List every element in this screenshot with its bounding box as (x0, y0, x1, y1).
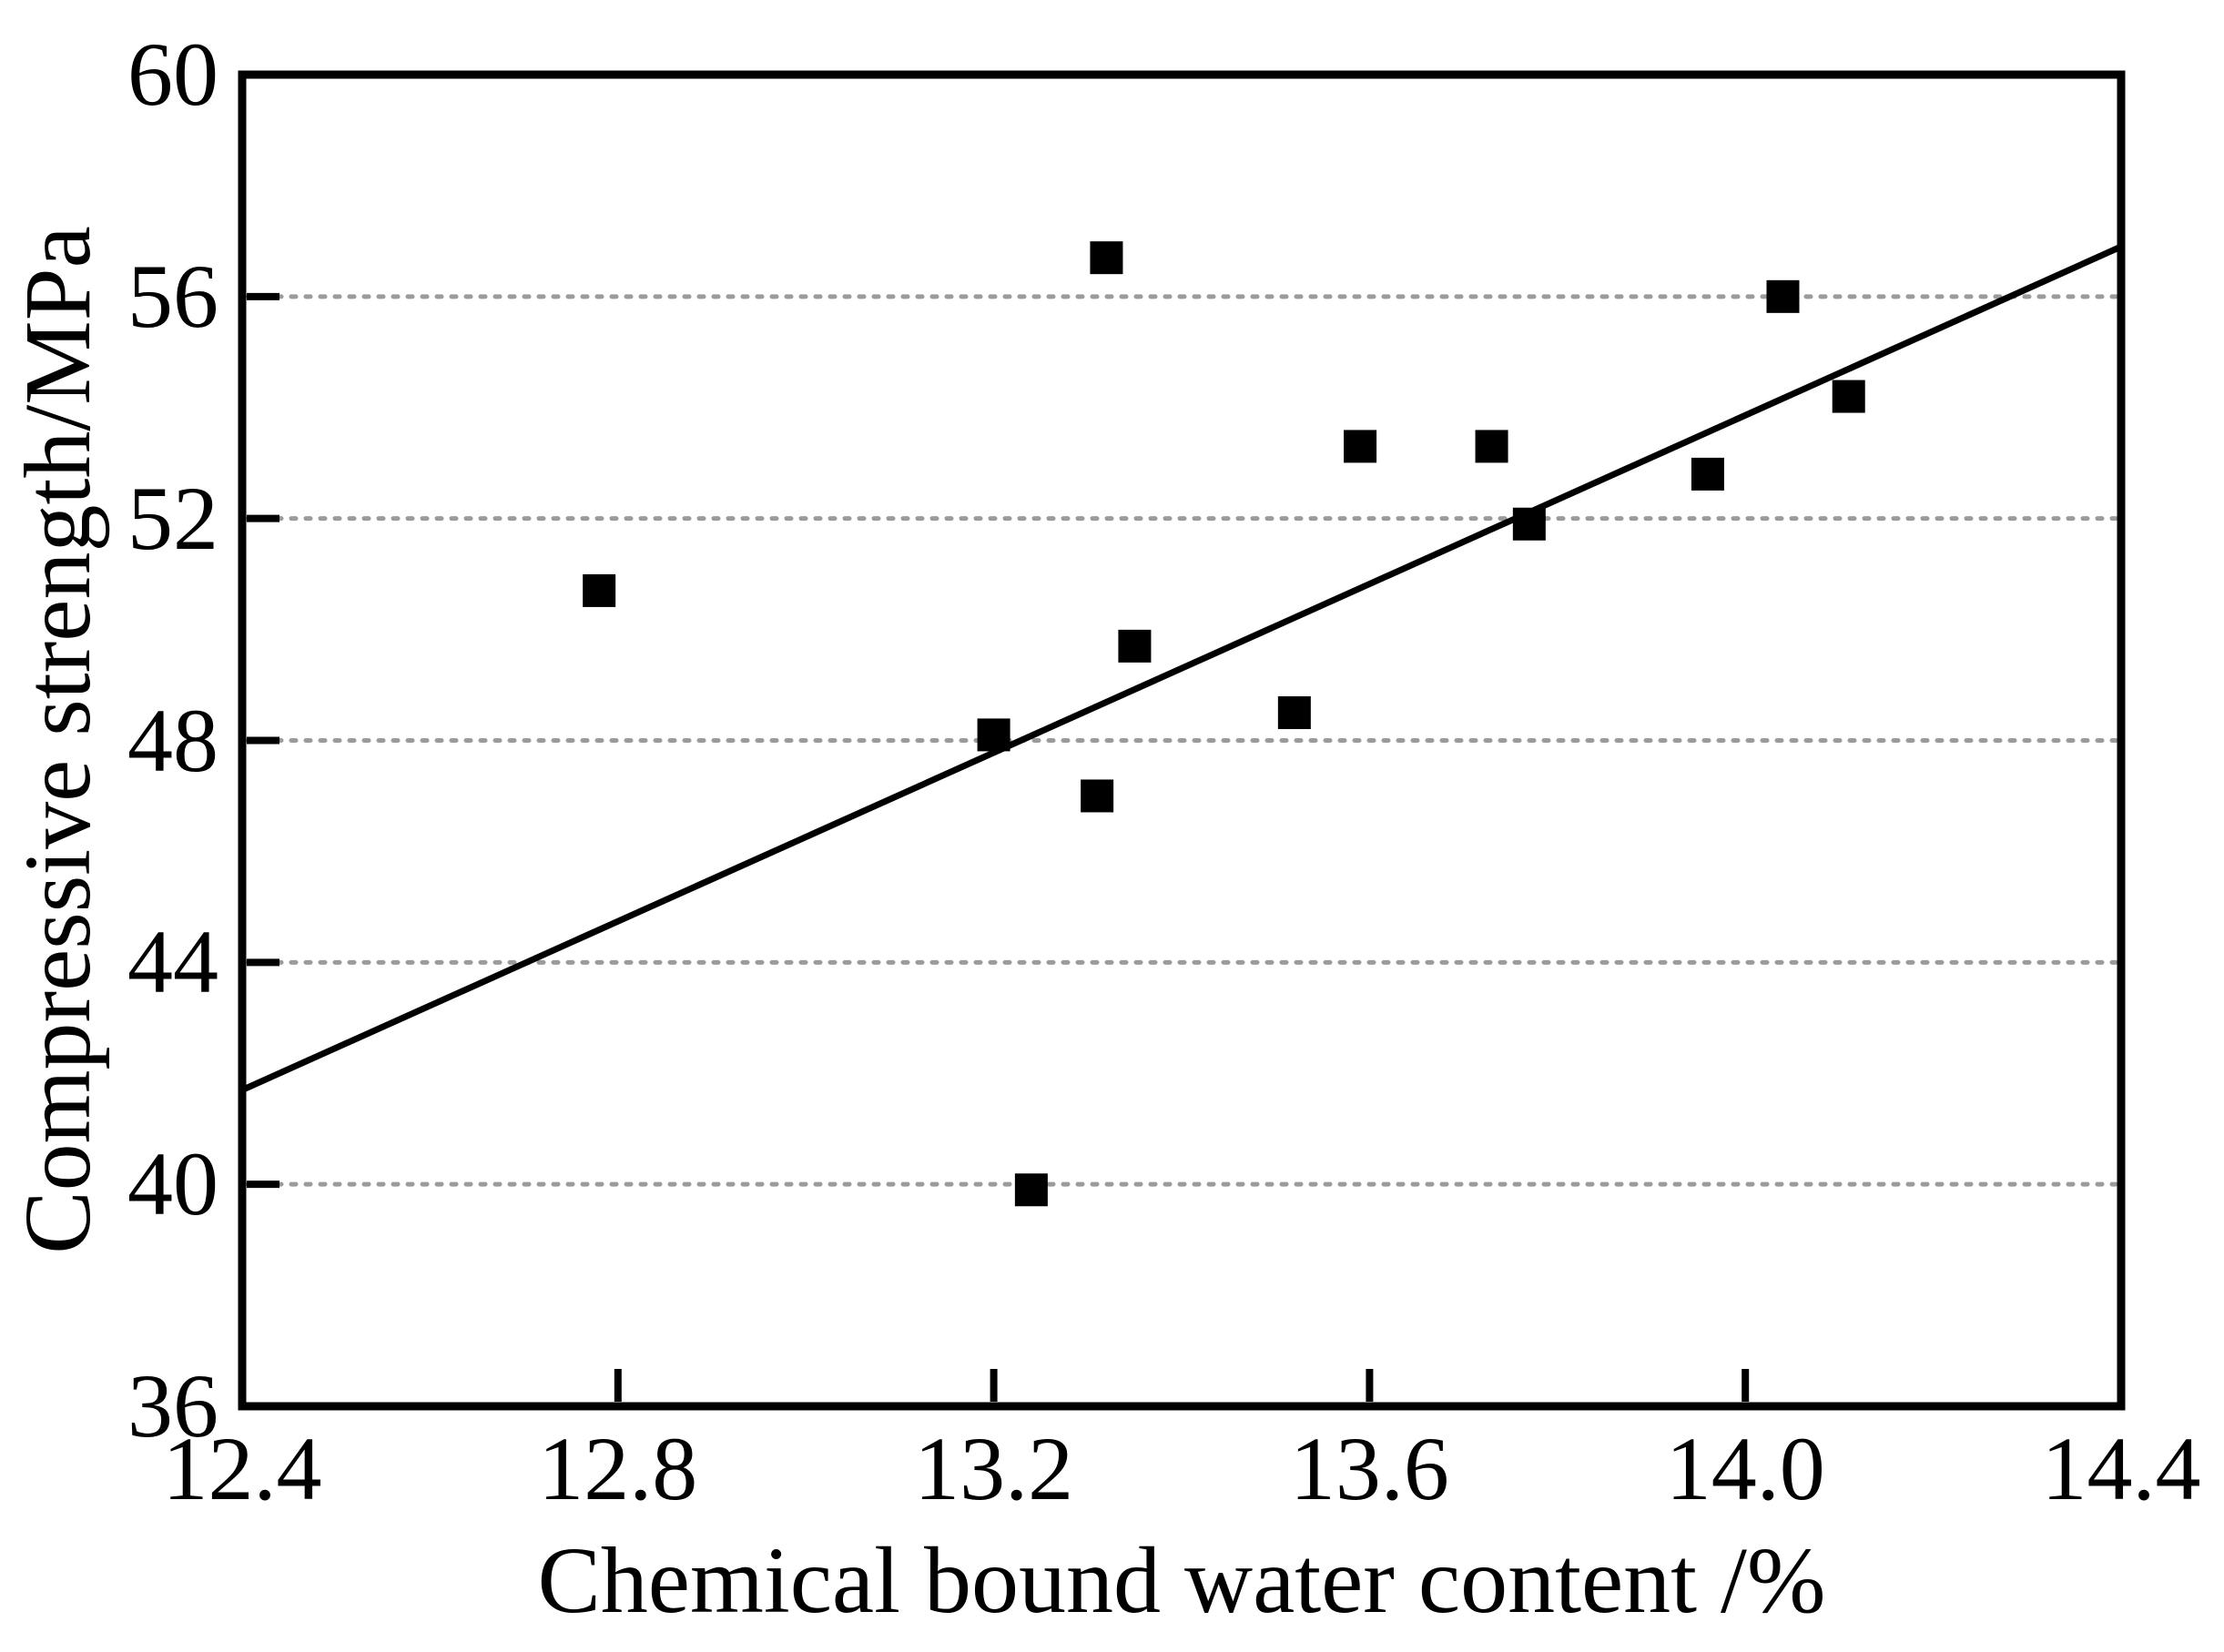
data-point (1090, 241, 1123, 275)
data-point (1277, 696, 1311, 730)
x-tick-label-14.4: 14.4 (2041, 1418, 2201, 1519)
data-point (1014, 1173, 1048, 1207)
data-point (1512, 507, 1546, 541)
data-point (1344, 430, 1377, 463)
data-point (583, 573, 616, 607)
data-point (1832, 380, 1865, 413)
data-point (1766, 279, 1800, 313)
data-point (1475, 430, 1508, 463)
x-tick-label-12.4: 12.4 (162, 1418, 322, 1519)
y-tick-label-40: 40 (127, 1133, 218, 1235)
data-point (1691, 457, 1724, 491)
trend-line (240, 243, 2123, 1093)
data-point (977, 718, 1010, 752)
x-axis-title: Chemical bound water content /% (537, 1528, 1826, 1633)
y-tick-label-52: 52 (127, 467, 218, 569)
plot-border (238, 70, 2126, 1411)
data-point (1118, 629, 1152, 663)
x-tick-label-13.6: 13.6 (1289, 1418, 1449, 1519)
x-tick-label-12.8: 12.8 (538, 1418, 698, 1519)
y-tick-label-56: 56 (127, 245, 218, 347)
y-tick-label-48: 48 (127, 689, 218, 791)
data-point (1081, 779, 1114, 813)
y-tick-label-60: 60 (127, 24, 218, 125)
x-tick-label-13.2: 13.2 (914, 1418, 1074, 1519)
y-tick-label-44: 44 (127, 911, 218, 1013)
x-tick-label-14.0: 14.0 (1665, 1418, 1825, 1519)
y-tick-label-36: 36 (127, 1355, 218, 1456)
